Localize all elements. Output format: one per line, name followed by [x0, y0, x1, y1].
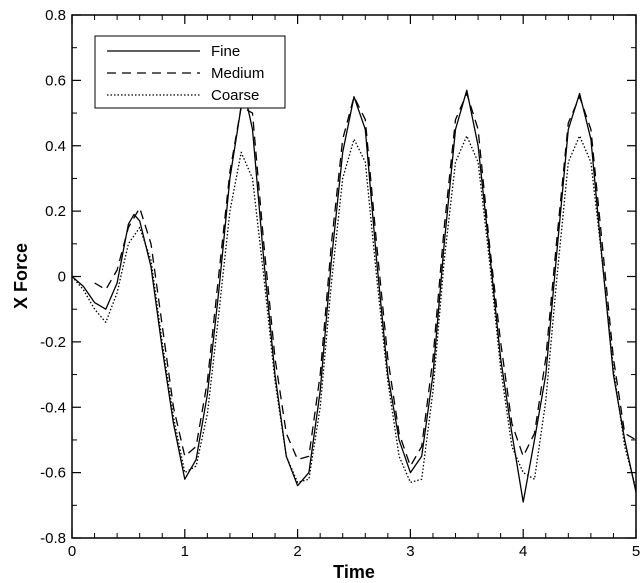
y-tick-label: 0.2: [45, 203, 66, 220]
y-tick-label: 0: [58, 269, 66, 286]
legend-box: [94, 35, 286, 109]
legend-label-medium: Medium: [211, 65, 264, 82]
y-tick-label: -0.4: [40, 399, 66, 416]
series-coarse-line: [71, 135, 637, 490]
legend-label-coarse: Coarse: [211, 87, 259, 104]
y-tick-label: 0.6: [45, 72, 66, 89]
series-layer: [71, 89, 637, 503]
legend-label-fine: Fine: [211, 43, 240, 60]
series-medium-line: [94, 92, 637, 467]
x-tick-label: 5: [632, 543, 640, 560]
x-tick-label: 3: [406, 543, 414, 560]
y-axis-title: X Force: [11, 243, 31, 309]
y-tick-label: 0.8: [45, 7, 66, 24]
x-tick-label: 1: [181, 543, 189, 560]
x-tick-label: 2: [293, 543, 301, 560]
x-tick-label: 4: [519, 543, 527, 560]
legend: Fine Medium Coarse: [94, 35, 286, 109]
y-axis-ticks: -0.8 -0.6 -0.4 -0.2 0 0.2 0.4 0.6 0.8: [40, 7, 636, 547]
x-axis-title: Time: [333, 562, 375, 582]
series-fine-line: [71, 89, 637, 503]
x-tick-label: 0: [68, 543, 76, 560]
y-tick-label: -0.2: [40, 334, 66, 351]
y-tick-label: -0.8: [40, 530, 66, 547]
x-axis-ticks: 0 1 2 3 4 5: [68, 15, 640, 560]
y-tick-label: 0.4: [45, 138, 66, 155]
y-tick-label: -0.6: [40, 465, 66, 482]
